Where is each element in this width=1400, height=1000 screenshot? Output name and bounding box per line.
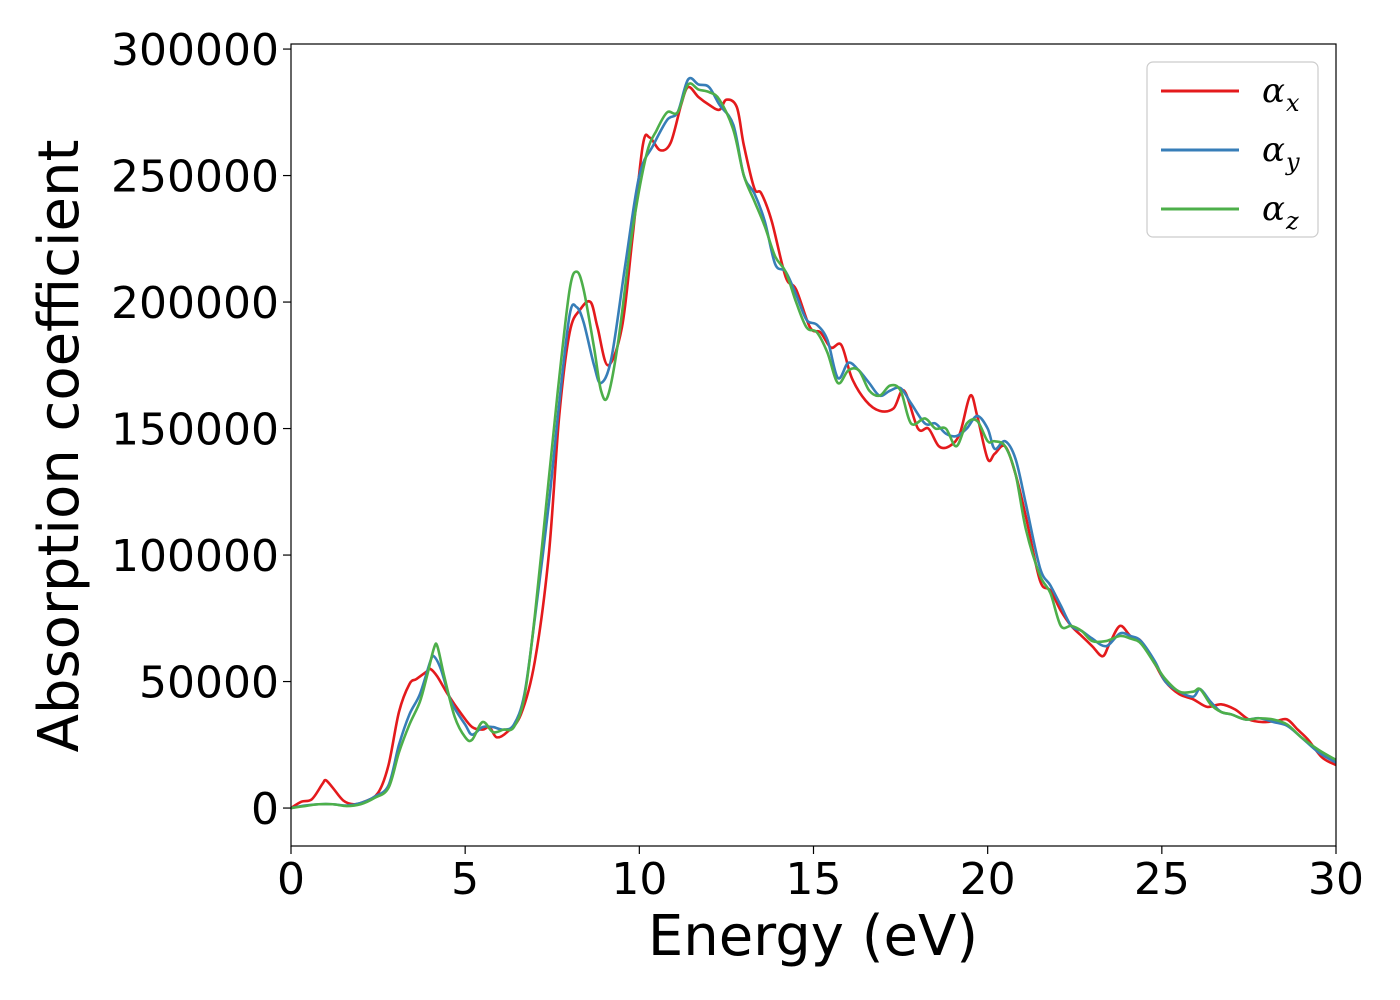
legend: αx αy αz xyxy=(1146,61,1319,238)
series-line-z xyxy=(291,82,1336,810)
series-line-x xyxy=(291,85,1336,810)
y-tick-label: 50000 xyxy=(139,658,279,709)
y-tick-label: 100000 xyxy=(111,531,279,582)
x-tick-label: 20 xyxy=(960,854,1016,905)
x-tick-label: 25 xyxy=(1134,854,1190,905)
legend-label-y: αy xyxy=(1262,130,1300,176)
x-axis-label: Energy (eV) xyxy=(648,904,978,969)
y-tick-label: 250000 xyxy=(111,152,279,203)
series-line-y xyxy=(291,76,1336,810)
x-tick-label: 15 xyxy=(786,854,842,905)
y-axis-label: Absorption coefficient xyxy=(27,140,92,753)
x-tick-label: 30 xyxy=(1308,854,1364,905)
x-tick-label: 5 xyxy=(451,854,479,905)
legend-label-z: αz xyxy=(1262,189,1299,235)
y-tick-label: 200000 xyxy=(111,278,279,329)
x-tick-label: 0 xyxy=(277,854,305,905)
legend-label-x: αx xyxy=(1262,71,1300,117)
axes-layer: 0 5 10 15 20 25 30 0 50000 100000 150000 200000 2500… xyxy=(111,25,1364,905)
x-tick-label: 10 xyxy=(611,854,667,905)
y-tick-label: 150000 xyxy=(111,405,279,456)
y-tick-label: 300000 xyxy=(111,25,279,76)
y-tick-label: 0 xyxy=(251,784,279,835)
series-layer xyxy=(291,76,1336,810)
